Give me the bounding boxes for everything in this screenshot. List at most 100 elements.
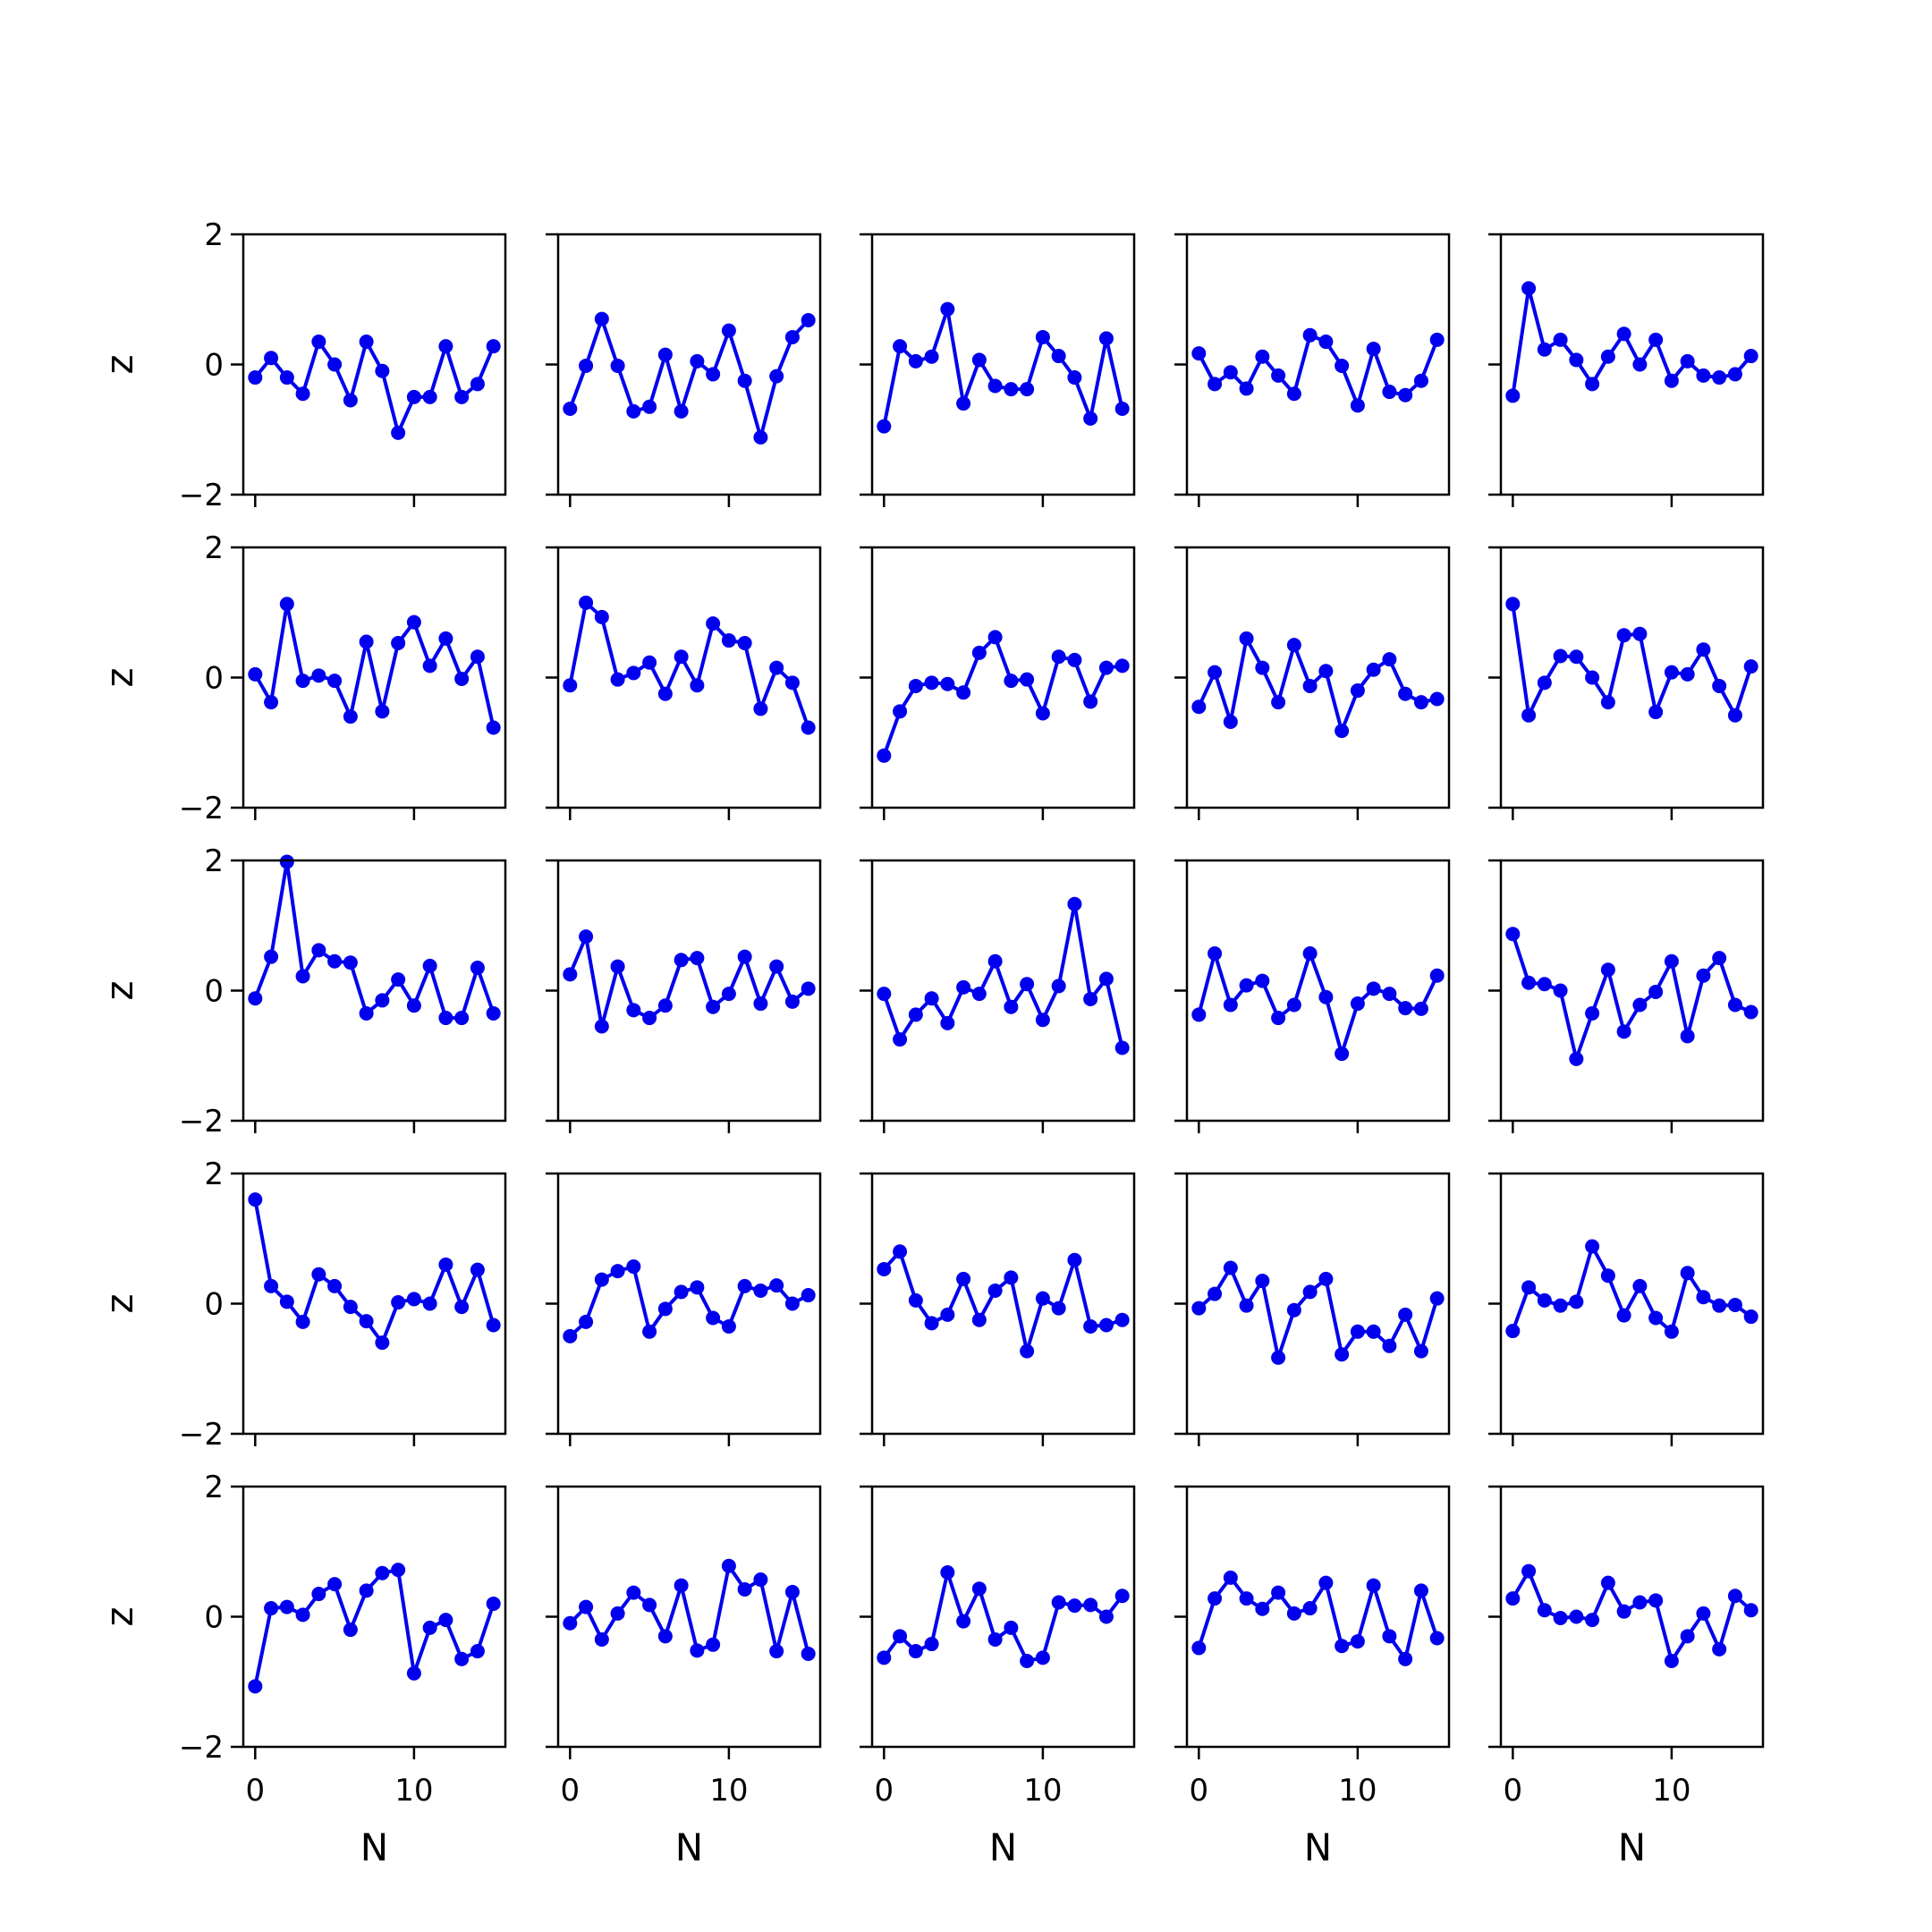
data-point (264, 351, 279, 366)
data-point (343, 1300, 358, 1315)
data-point (279, 597, 294, 612)
data-point (311, 1267, 326, 1282)
series-line (1511, 933, 1752, 1061)
data-point (956, 685, 971, 700)
data-point (1255, 349, 1270, 364)
data-point (343, 393, 358, 408)
axes-frame (870, 1485, 1136, 1749)
data-point (1600, 1268, 1615, 1284)
data-point (1191, 346, 1207, 361)
data-point (1223, 714, 1238, 729)
axes-frame (1185, 1172, 1451, 1436)
y-tick-label: −2 (179, 478, 224, 513)
subplot-r2-c1: −2 0 2 z (97, 530, 507, 826)
data-point (1382, 987, 1397, 1002)
data-point (470, 1262, 485, 1277)
subplot-r5-c3: 0 10N (860, 1485, 1136, 1869)
subplot-r1-c4 (1174, 233, 1451, 507)
axes-frame (1185, 546, 1451, 809)
data-point (438, 1011, 453, 1026)
data-point (1413, 1001, 1428, 1016)
data-point (1743, 349, 1758, 364)
data-point (690, 678, 705, 693)
axes-frame (1499, 546, 1765, 809)
data-point (359, 1583, 374, 1598)
data-point (1521, 708, 1537, 723)
y-tick-label: −2 (179, 791, 224, 826)
data-point (470, 377, 485, 392)
data-point (1098, 971, 1114, 987)
data-point (1020, 382, 1035, 397)
subplot-r4-c3 (860, 1172, 1136, 1446)
data-point (1114, 1589, 1130, 1604)
data-point (908, 1007, 923, 1022)
data-point (1302, 678, 1318, 693)
data-point (1429, 1631, 1445, 1646)
data-point (1318, 664, 1334, 679)
y-tick-label: 2 (204, 1157, 224, 1192)
data-point (295, 1314, 310, 1329)
data-point (1271, 1350, 1286, 1365)
data-point (1712, 951, 1727, 966)
y-tick-label: 0 (204, 1287, 224, 1323)
series-line (882, 1250, 1123, 1353)
data-point (1537, 342, 1552, 357)
data-point (971, 987, 987, 1002)
data-point (908, 1644, 923, 1659)
data-point (1696, 368, 1711, 383)
axes-frame (556, 233, 822, 496)
x-tick-label: 10 (1652, 1773, 1690, 1809)
data-point (940, 676, 955, 691)
data-point (295, 386, 310, 402)
data-point (279, 370, 294, 386)
data-point (1020, 977, 1035, 992)
x-axis-label: N (989, 1826, 1017, 1869)
data-point (1727, 997, 1742, 1013)
data-point (706, 1310, 721, 1326)
data-point (1271, 1011, 1286, 1026)
data-point (784, 1296, 800, 1311)
data-point (1067, 896, 1082, 911)
data-point (956, 396, 971, 411)
data-point (784, 994, 800, 1009)
data-point (486, 1005, 501, 1021)
data-point (1632, 997, 1648, 1013)
data-point (801, 1288, 816, 1303)
data-point (1712, 1298, 1727, 1313)
data-point (1302, 327, 1318, 343)
data-point (642, 1597, 657, 1613)
data-point (1553, 983, 1568, 998)
data-point (753, 701, 768, 716)
data-point (1004, 999, 1019, 1014)
x-tick-label: 10 (394, 1773, 433, 1809)
data-point (1286, 1606, 1301, 1621)
subplot-r3-c3 (860, 859, 1136, 1133)
data-point (1335, 358, 1350, 373)
data-point (375, 704, 390, 719)
data-point (1585, 1239, 1600, 1254)
subplot-r4-c5 (1488, 1172, 1765, 1446)
data-point (1350, 1324, 1365, 1339)
data-point (1114, 1040, 1130, 1055)
data-point (1616, 628, 1631, 643)
x-tick-label: 0 (245, 1773, 265, 1809)
data-point (248, 1192, 263, 1208)
x-tick-label: 10 (709, 1773, 748, 1809)
data-point (563, 1615, 578, 1631)
data-point (940, 1015, 955, 1030)
data-point (1255, 973, 1270, 988)
data-point (657, 686, 673, 701)
y-tick-label: −2 (179, 1417, 224, 1453)
data-point (375, 993, 390, 1008)
series-line (253, 1568, 496, 1687)
data-point (784, 1584, 800, 1599)
data-point (1537, 977, 1552, 992)
x-tick-label: 0 (1189, 1773, 1208, 1809)
data-point (327, 357, 343, 372)
data-point (1413, 695, 1428, 710)
subplot-r2-c3 (860, 546, 1136, 820)
data-point (1632, 357, 1648, 372)
data-point (422, 658, 437, 674)
data-point (657, 1301, 673, 1317)
data-point (971, 1312, 987, 1327)
